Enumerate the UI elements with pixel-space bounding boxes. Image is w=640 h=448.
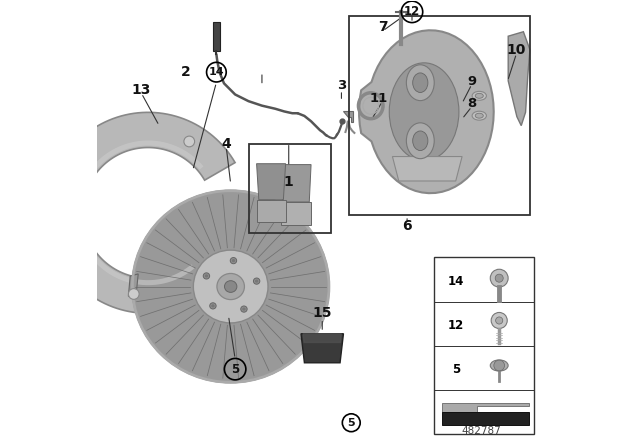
Ellipse shape bbox=[210, 303, 216, 309]
Text: 10: 10 bbox=[507, 43, 526, 57]
Ellipse shape bbox=[242, 307, 246, 311]
Circle shape bbox=[61, 193, 72, 204]
Text: 3: 3 bbox=[337, 79, 346, 92]
Polygon shape bbox=[301, 334, 344, 363]
Text: 12: 12 bbox=[404, 5, 420, 18]
Polygon shape bbox=[257, 200, 285, 222]
Bar bbox=[213, 22, 220, 51]
Circle shape bbox=[494, 360, 504, 371]
Text: 8: 8 bbox=[467, 97, 476, 110]
Circle shape bbox=[490, 269, 508, 287]
Text: 4: 4 bbox=[221, 137, 231, 151]
Polygon shape bbox=[442, 412, 529, 425]
Circle shape bbox=[495, 317, 503, 324]
Polygon shape bbox=[442, 403, 529, 412]
Text: 12: 12 bbox=[448, 319, 464, 332]
Ellipse shape bbox=[211, 304, 214, 307]
Ellipse shape bbox=[406, 65, 434, 101]
Ellipse shape bbox=[476, 113, 483, 118]
Polygon shape bbox=[392, 156, 462, 181]
Polygon shape bbox=[76, 141, 204, 285]
Ellipse shape bbox=[476, 93, 483, 98]
Text: 1: 1 bbox=[284, 175, 294, 189]
Ellipse shape bbox=[413, 73, 428, 92]
Ellipse shape bbox=[217, 273, 244, 300]
Ellipse shape bbox=[472, 91, 486, 100]
Ellipse shape bbox=[204, 273, 210, 279]
Ellipse shape bbox=[406, 123, 434, 159]
Circle shape bbox=[129, 289, 139, 299]
Ellipse shape bbox=[472, 111, 486, 120]
Text: 15: 15 bbox=[312, 306, 332, 320]
Circle shape bbox=[184, 136, 195, 147]
Polygon shape bbox=[508, 32, 530, 125]
Text: 5: 5 bbox=[231, 362, 239, 376]
Text: 14: 14 bbox=[209, 67, 224, 77]
Text: 482787: 482787 bbox=[462, 426, 502, 436]
Text: 7: 7 bbox=[378, 21, 387, 34]
Ellipse shape bbox=[225, 281, 237, 293]
Text: 11: 11 bbox=[370, 91, 388, 104]
Ellipse shape bbox=[193, 250, 268, 323]
Circle shape bbox=[491, 312, 508, 328]
Bar bbox=[349, 16, 530, 215]
Text: 2: 2 bbox=[181, 65, 191, 79]
Text: 5: 5 bbox=[452, 363, 460, 376]
Polygon shape bbox=[359, 30, 493, 193]
Text: 5: 5 bbox=[348, 418, 355, 428]
Ellipse shape bbox=[205, 274, 208, 278]
Polygon shape bbox=[303, 334, 341, 342]
Polygon shape bbox=[257, 164, 285, 200]
Bar bbox=[248, 144, 331, 233]
Polygon shape bbox=[47, 112, 235, 313]
Ellipse shape bbox=[413, 131, 428, 151]
Polygon shape bbox=[281, 164, 311, 202]
Polygon shape bbox=[129, 274, 138, 296]
Text: 6: 6 bbox=[403, 219, 412, 233]
Ellipse shape bbox=[232, 259, 235, 262]
Polygon shape bbox=[281, 202, 311, 225]
Ellipse shape bbox=[230, 258, 237, 264]
Ellipse shape bbox=[132, 191, 329, 382]
Ellipse shape bbox=[255, 280, 259, 283]
Text: 14: 14 bbox=[448, 275, 464, 288]
Bar bbox=[434, 258, 534, 434]
Ellipse shape bbox=[389, 63, 459, 161]
Text: 13: 13 bbox=[132, 83, 151, 97]
Ellipse shape bbox=[490, 360, 508, 371]
Circle shape bbox=[495, 274, 503, 282]
Ellipse shape bbox=[253, 278, 260, 284]
Ellipse shape bbox=[241, 306, 247, 312]
Polygon shape bbox=[343, 111, 353, 122]
Text: 9: 9 bbox=[467, 74, 476, 88]
